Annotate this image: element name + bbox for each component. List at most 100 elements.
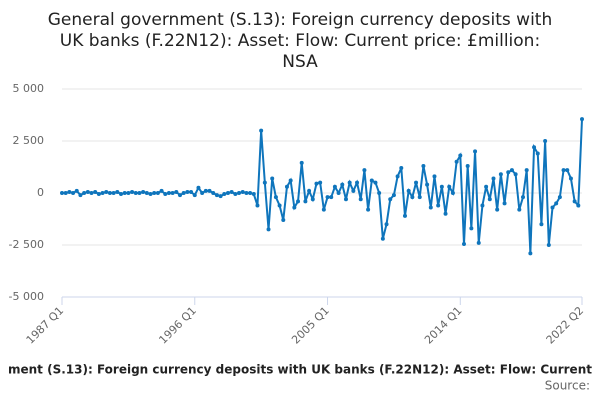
point xyxy=(126,191,131,195)
point xyxy=(218,194,223,199)
x-tick-label: 2014 Q1 xyxy=(422,304,465,347)
point xyxy=(211,191,216,195)
point xyxy=(321,207,326,212)
point xyxy=(71,191,76,195)
point xyxy=(377,191,382,195)
point xyxy=(391,193,396,198)
point xyxy=(96,192,101,197)
point xyxy=(329,195,334,200)
point xyxy=(532,145,537,150)
point xyxy=(502,201,507,206)
point xyxy=(203,188,208,193)
point xyxy=(546,243,551,247)
point xyxy=(461,241,466,246)
point xyxy=(491,176,496,181)
point xyxy=(266,227,271,232)
point xyxy=(428,205,433,210)
point xyxy=(248,191,253,195)
point xyxy=(436,203,441,208)
point xyxy=(163,192,168,197)
point xyxy=(543,139,548,143)
point xyxy=(524,168,529,173)
point xyxy=(192,193,197,198)
point xyxy=(89,191,94,195)
point xyxy=(270,176,275,181)
point xyxy=(115,189,120,194)
point xyxy=(373,180,378,185)
point xyxy=(299,160,304,165)
point xyxy=(351,188,356,193)
line xyxy=(62,119,583,254)
point xyxy=(340,182,345,187)
point xyxy=(148,192,153,197)
point xyxy=(480,203,485,208)
point xyxy=(528,251,533,256)
point xyxy=(100,191,105,195)
point xyxy=(402,213,407,218)
point xyxy=(406,188,411,193)
point xyxy=(314,181,319,186)
point xyxy=(222,192,227,197)
point xyxy=(229,189,234,194)
point xyxy=(310,197,315,202)
point xyxy=(104,189,109,194)
point xyxy=(432,174,437,179)
point xyxy=(332,184,337,189)
point xyxy=(410,195,415,200)
point xyxy=(93,189,98,194)
point xyxy=(292,205,297,210)
point xyxy=(417,195,422,200)
point xyxy=(506,170,511,175)
point xyxy=(484,184,489,189)
point xyxy=(170,191,175,195)
point xyxy=(495,207,500,212)
point xyxy=(362,168,367,173)
point xyxy=(82,191,87,195)
point xyxy=(288,178,293,183)
point xyxy=(580,117,584,122)
point xyxy=(152,191,157,195)
point xyxy=(78,193,83,198)
point xyxy=(498,172,503,177)
point xyxy=(358,197,363,202)
point xyxy=(240,189,245,194)
point xyxy=(185,189,190,194)
point xyxy=(60,191,64,195)
point xyxy=(133,191,138,195)
point xyxy=(487,197,492,202)
source: Source: xyxy=(545,379,590,393)
point xyxy=(63,191,68,195)
point xyxy=(568,176,573,181)
point xyxy=(307,188,312,193)
chart-title: General government (S.13): Foreign curre… xyxy=(48,10,553,30)
chart-title: UK banks (F.22N12): Asset: Flow: Current… xyxy=(60,31,540,51)
point xyxy=(450,191,455,195)
point xyxy=(557,195,562,200)
point xyxy=(237,191,242,195)
legend-label: ment (S.13): Foreign currency deposits w… xyxy=(8,363,592,377)
y-tick-label: 5 000 xyxy=(13,82,45,95)
point xyxy=(281,218,286,223)
point xyxy=(259,128,264,133)
point xyxy=(144,191,149,195)
point xyxy=(520,195,525,200)
point xyxy=(251,192,256,197)
point xyxy=(178,193,183,198)
point xyxy=(513,172,518,177)
point xyxy=(200,191,205,195)
point xyxy=(284,184,289,189)
point xyxy=(207,188,212,193)
point xyxy=(141,189,146,194)
x-tick-label: 2022 Q2 xyxy=(544,304,587,347)
point xyxy=(414,180,419,185)
point xyxy=(318,180,323,185)
point xyxy=(469,226,474,231)
point xyxy=(255,203,260,208)
y-tick-label: -5 000 xyxy=(9,290,44,303)
y-tick-label: 0 xyxy=(37,186,44,199)
point xyxy=(174,189,179,194)
point xyxy=(517,207,522,212)
point xyxy=(576,203,581,208)
point xyxy=(233,192,238,197)
point xyxy=(85,189,90,194)
